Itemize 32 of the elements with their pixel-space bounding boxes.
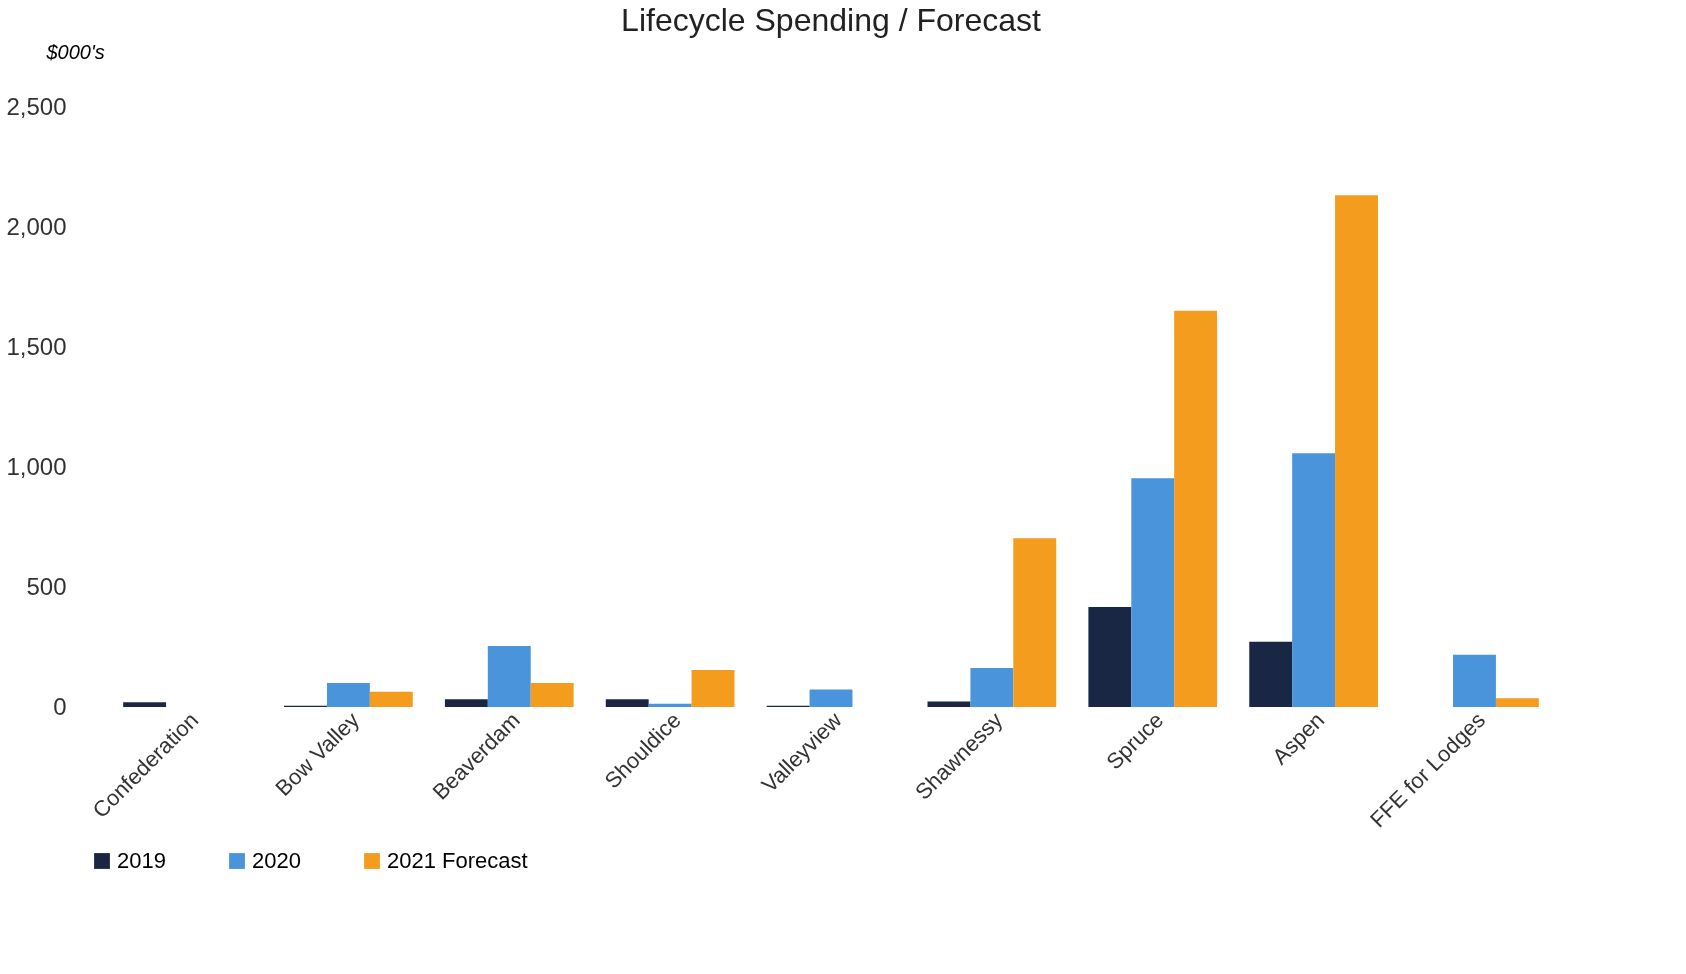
- y-tick-label: 1,000: [6, 452, 67, 480]
- bar: [1131, 478, 1175, 707]
- bar: [648, 703, 692, 707]
- bar: [1249, 641, 1293, 707]
- bar: [1292, 453, 1336, 707]
- bar: [809, 689, 853, 707]
- bar: [123, 702, 167, 707]
- bar: [1495, 698, 1539, 707]
- bar: [1174, 310, 1218, 707]
- bar: [1453, 654, 1496, 707]
- bar: [487, 646, 531, 707]
- legend-label: 2021 Forecast: [387, 848, 528, 873]
- y-tick-label: 2,500: [6, 92, 67, 120]
- y-tick-label: 500: [26, 572, 67, 600]
- bar: [1013, 538, 1057, 707]
- y-tick-label: 2,000: [6, 212, 67, 240]
- legend-label: 2019: [117, 848, 166, 873]
- bar: [1088, 606, 1132, 707]
- y-axis-title: $000's: [45, 40, 105, 63]
- bar: [369, 691, 413, 707]
- bar: [691, 670, 735, 707]
- bar: [927, 701, 971, 707]
- bar: [326, 683, 370, 707]
- bar: [1335, 195, 1378, 707]
- y-tick-label: 0: [53, 692, 67, 720]
- bar: [530, 683, 574, 707]
- bar: [605, 699, 649, 707]
- y-tick-label: 1,500: [6, 332, 67, 360]
- bar: [970, 667, 1014, 707]
- legend-label: 2020: [252, 848, 301, 873]
- chart-title: Lifecycle Spending / Forecast: [621, 2, 1041, 38]
- bar: [444, 699, 488, 707]
